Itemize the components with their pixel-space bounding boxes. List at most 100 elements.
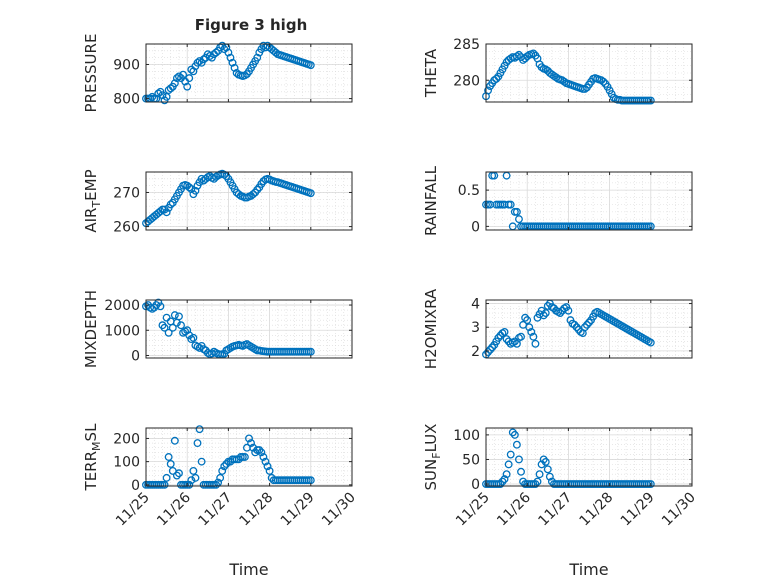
data-point (199, 55, 208, 64)
y-axis-label: THETA (422, 48, 440, 98)
y-tick-label: 900 (113, 57, 140, 73)
data-point (148, 92, 157, 101)
data-point (253, 53, 262, 62)
y-tick-label: 270 (113, 185, 140, 201)
data-point (517, 467, 525, 476)
axes-box (485, 299, 693, 359)
data-point (218, 466, 227, 475)
data-point (164, 328, 173, 337)
data-point (189, 333, 198, 342)
data-point (306, 189, 315, 198)
data-point (230, 63, 239, 72)
axes-box (485, 171, 693, 231)
y-tick-label: 0 (131, 348, 140, 364)
data-point (484, 86, 493, 95)
data-point (191, 186, 200, 195)
data-point (500, 475, 509, 484)
y-axis-label: PRESSURE (82, 34, 100, 113)
data-point (183, 326, 192, 335)
subplot-2: 280 285 THETA (422, 37, 693, 105)
data-point (179, 70, 188, 79)
data-point (564, 306, 573, 315)
data-point (212, 48, 220, 57)
axes-box (485, 43, 693, 103)
y-tick-label: 1000 (104, 323, 140, 339)
data-point (183, 82, 192, 91)
y-tick-label: 0 (471, 477, 480, 493)
data-point (599, 77, 608, 86)
data-point (486, 345, 495, 354)
data-point (580, 323, 589, 332)
data-point (580, 84, 589, 93)
x-axis-label: Time (228, 560, 268, 579)
data-point (162, 473, 171, 482)
y-axis-label: MIXDEPTH (82, 290, 100, 368)
subplot-4: 0 0.5 RAINFALL (422, 165, 693, 236)
data-point (245, 434, 253, 443)
data-point (521, 313, 530, 322)
data-point (512, 52, 521, 61)
data-point (306, 61, 315, 70)
data-point (263, 462, 272, 471)
data-point (529, 49, 538, 58)
axes-box (145, 427, 353, 487)
data-point (185, 480, 194, 489)
axes-box (485, 427, 693, 487)
data-point (240, 453, 249, 461)
data-point (646, 96, 655, 105)
data-point (517, 332, 525, 341)
data-point (185, 74, 194, 83)
data-point (234, 190, 243, 199)
data-point (523, 52, 532, 61)
data-point (494, 333, 503, 342)
data-point (510, 430, 519, 439)
data-point (195, 425, 204, 434)
data-point (306, 347, 315, 356)
data-point (189, 67, 198, 76)
y-tick-label: 800 (113, 92, 140, 108)
data-point (193, 439, 202, 448)
data-point (502, 335, 511, 344)
y-tick-label: 0 (471, 219, 480, 235)
data-point (515, 215, 523, 224)
data-point (170, 79, 179, 88)
subplot-6: 2 3 4 H2OMIXRA (422, 288, 693, 369)
data-point (556, 309, 565, 317)
data-point (166, 84, 175, 93)
data-point (160, 480, 169, 489)
y-axis-label: SUNFLUX (422, 424, 443, 491)
data-point (224, 48, 233, 57)
data-point (247, 439, 256, 448)
data-point (529, 332, 538, 341)
data-point (226, 53, 235, 62)
y-tick-label: 0 (131, 478, 140, 494)
data-point (175, 72, 183, 81)
y-axis-label: AIRTEMP (82, 169, 103, 232)
y-tick-label: 4 (471, 297, 480, 313)
data-point (560, 77, 569, 86)
data-point (255, 446, 264, 454)
data-point (216, 473, 225, 482)
data-point (502, 470, 511, 479)
subplot-3: 260 270 AIRTEMP (82, 169, 353, 236)
data-point (537, 63, 546, 72)
data-point (504, 460, 513, 469)
data-point (170, 436, 179, 445)
data-point (168, 323, 177, 332)
data-point (172, 471, 181, 480)
data-point (177, 321, 185, 330)
figure-title: Figure 3 high (195, 16, 308, 34)
y-axis-label: TERRMSL (82, 423, 103, 492)
data-point (261, 457, 270, 466)
plot-area (486, 172, 692, 230)
data-point (170, 311, 179, 320)
y-tick-label: 3 (471, 320, 480, 336)
y-tick-label: 0.5 (458, 183, 480, 199)
axes-box (145, 171, 353, 231)
data-point (253, 185, 262, 194)
data-point (232, 69, 241, 77)
data-point (249, 190, 258, 199)
data-point (175, 312, 183, 321)
